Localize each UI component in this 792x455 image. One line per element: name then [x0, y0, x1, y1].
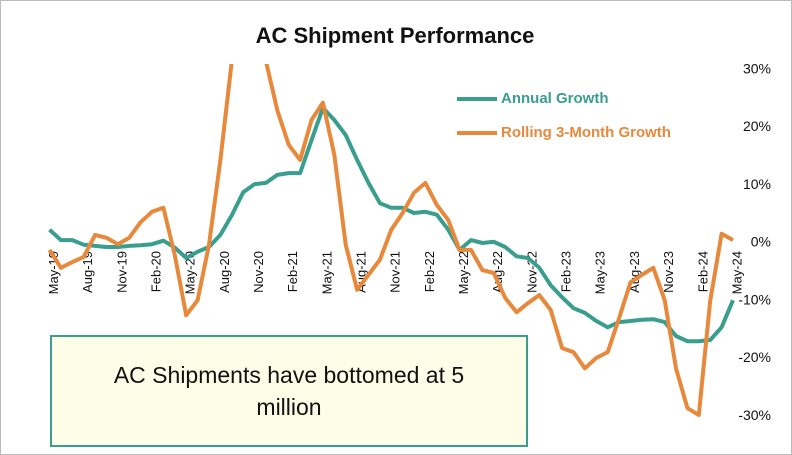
- x-tick-label: Feb-20: [148, 251, 163, 292]
- x-tick-label: Nov-21: [388, 251, 403, 293]
- legend-label: Rolling 3-Month Growth: [501, 124, 671, 141]
- x-tick-label: Feb-21: [285, 251, 300, 292]
- y-tick-label: -10%: [738, 291, 771, 307]
- x-tick-label: Feb-24: [695, 251, 710, 292]
- x-tick-label: May-21: [319, 251, 334, 294]
- y-tick-label: 20%: [743, 118, 771, 134]
- y-tick-label: -20%: [738, 349, 771, 365]
- x-tick-label: Nov-22: [524, 251, 539, 293]
- x-tick-label: May-20: [183, 251, 198, 294]
- y-tick-label: 0%: [751, 234, 771, 250]
- legend-label: Annual Growth: [501, 90, 609, 107]
- x-tick-label: Feb-22: [422, 251, 437, 292]
- x-tick-label: Aug-20: [217, 251, 232, 293]
- annotation: AC Shipments have bottomed at 5 million: [50, 335, 528, 447]
- x-tick-label: Aug-19: [80, 251, 95, 293]
- chart-title: AC Shipment Performance: [256, 23, 535, 48]
- x-tick-label: Feb-23: [559, 251, 574, 292]
- x-tick-label: May-23: [593, 251, 608, 294]
- x-tick-label: Nov-20: [251, 251, 266, 293]
- x-tick-label: Nov-19: [114, 251, 129, 293]
- series-line: [47, 64, 734, 418]
- y-tick-label: 30%: [743, 60, 771, 76]
- x-tick-label: Nov-23: [661, 251, 676, 293]
- x-tick-label: Aug-22: [490, 251, 505, 293]
- x-tick-label: May-24: [729, 251, 744, 294]
- x-tick-label: May-22: [456, 251, 471, 294]
- y-tick-label: -30%: [738, 407, 771, 423]
- y-tick-label: 10%: [743, 176, 771, 192]
